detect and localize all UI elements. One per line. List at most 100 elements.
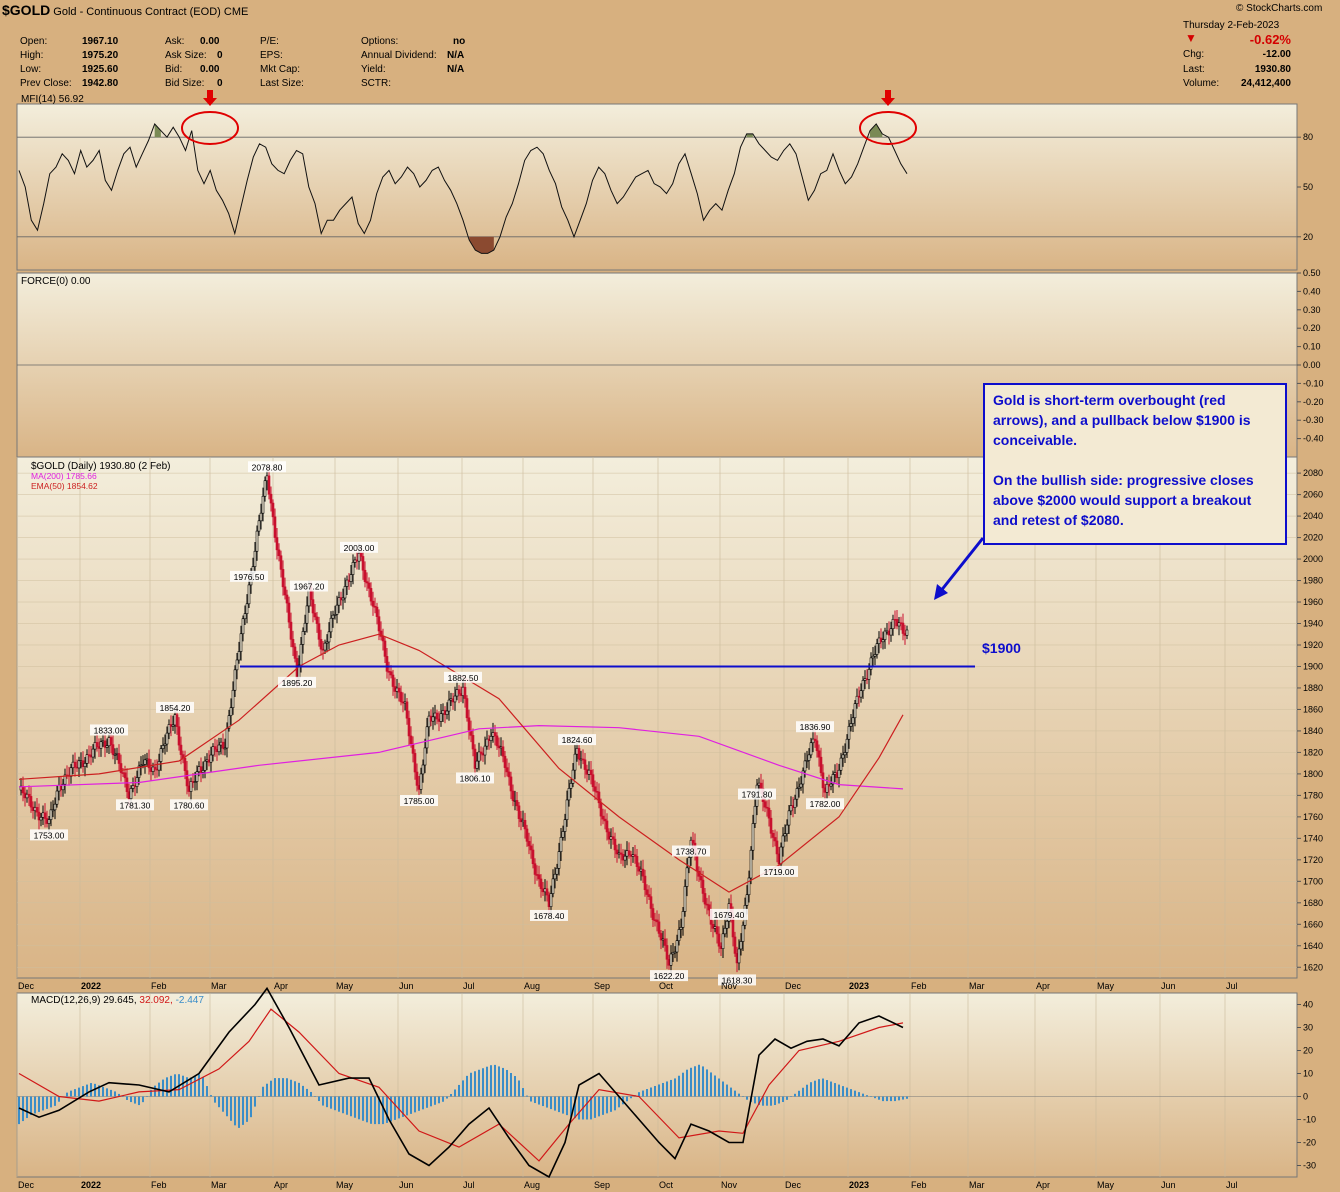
macd-histogram-bar xyxy=(430,1096,432,1107)
eps-label: EPS: xyxy=(260,50,283,61)
price-x-label: Apr xyxy=(1036,981,1050,991)
candle-body xyxy=(243,613,247,620)
candle-body xyxy=(305,605,309,624)
candle-body xyxy=(565,799,569,821)
macd-histogram-bar xyxy=(282,1078,284,1097)
macd-x-label: Nov xyxy=(721,1180,738,1190)
mfi-axis-tick-label: 20 xyxy=(1303,232,1313,242)
candle-body xyxy=(101,740,105,743)
candle-body xyxy=(35,807,39,813)
panels: 20 50 80 0.50 0.40 0.30 0.20 0.10 0.00 -0.10 -0.20… xyxy=(16,103,1324,1178)
candle-body xyxy=(105,745,109,748)
candle-body xyxy=(545,888,549,896)
candle-body xyxy=(263,480,267,497)
bid-value: 0.00 xyxy=(200,64,220,75)
force-axis-tick-label: 0.40 xyxy=(1303,286,1321,296)
candle-body xyxy=(195,771,199,782)
macd-histogram-bar xyxy=(266,1083,268,1097)
candle-body xyxy=(419,773,423,790)
candle-body xyxy=(193,781,197,783)
macd-histogram-bar xyxy=(514,1076,516,1097)
candle-body xyxy=(267,475,271,495)
macd-axis-tick-label: 40 xyxy=(1303,1000,1313,1010)
price-axis-tick-label: 1680 xyxy=(1303,898,1323,908)
price-x-label: Aug xyxy=(524,981,540,991)
candle-body xyxy=(257,520,261,532)
price-label-bg xyxy=(90,724,128,736)
price-x-label: Mar xyxy=(969,981,985,991)
candle-body xyxy=(373,605,377,608)
candle-body xyxy=(155,768,159,771)
price-label-bg xyxy=(278,676,316,688)
macd-histogram-bar xyxy=(202,1076,204,1097)
macd-histogram-bar xyxy=(538,1096,540,1105)
candle-body xyxy=(215,748,219,753)
price-label: 1854.20 xyxy=(160,703,191,713)
candle-body xyxy=(619,852,623,855)
candle-body xyxy=(571,769,575,784)
macd-x-label: Oct xyxy=(659,1180,674,1190)
candle-body xyxy=(301,631,305,645)
candle-body xyxy=(247,584,251,605)
price-x-label: Jun xyxy=(399,981,414,991)
macd-histogram-bar xyxy=(306,1088,308,1097)
price-x-label: Feb xyxy=(911,981,927,991)
candle-body xyxy=(531,849,535,865)
macd-histogram-bar xyxy=(534,1096,536,1104)
macd-histogram-bar xyxy=(426,1096,428,1108)
candle-body xyxy=(681,911,685,928)
high-label: High: xyxy=(20,50,44,61)
candle-body xyxy=(527,841,531,847)
candle-body xyxy=(809,742,813,756)
macd-x-label: 2022 xyxy=(81,1180,101,1190)
candle-body xyxy=(291,639,295,648)
candle-body xyxy=(747,877,751,896)
candle-body xyxy=(677,929,681,941)
macd-histogram-bar xyxy=(734,1090,736,1097)
price-axis-tick-label: 1760 xyxy=(1303,812,1323,822)
candle-body xyxy=(281,569,285,588)
macd-histogram-bar xyxy=(526,1095,528,1097)
candle-body xyxy=(635,856,639,867)
candle-body xyxy=(649,896,653,909)
macd-histogram-bar xyxy=(766,1096,768,1106)
volume-label: Volume: xyxy=(1183,78,1220,89)
candle-body xyxy=(351,562,355,575)
price-label: 1753.00 xyxy=(34,830,65,840)
candle-body xyxy=(169,724,173,727)
candle-body xyxy=(317,623,321,640)
macd-histogram-bar xyxy=(614,1096,616,1111)
candle-body xyxy=(53,803,57,811)
macd-histogram-bar xyxy=(498,1066,500,1097)
candle-body xyxy=(103,740,107,748)
macd-histogram-bar xyxy=(742,1096,744,1097)
chg-value: -12.00 xyxy=(1262,49,1291,60)
macd-histogram-bar xyxy=(350,1096,352,1117)
candle-body xyxy=(331,614,335,619)
candle-body xyxy=(203,760,207,771)
macd-histogram-bar xyxy=(110,1089,112,1097)
candle-body xyxy=(131,785,135,789)
ma200-line xyxy=(18,724,904,790)
candle-body xyxy=(405,701,409,719)
candle-body xyxy=(261,495,265,514)
candle-body xyxy=(869,657,873,670)
candle-body xyxy=(397,687,401,693)
macd-histogram-bar xyxy=(590,1096,592,1120)
candle-body xyxy=(337,597,341,606)
candle-body xyxy=(313,612,317,618)
macd-histogram-bar xyxy=(542,1096,544,1107)
annotation-note: Gold is short-term overbought (red arrow… xyxy=(983,383,1287,545)
candle-body xyxy=(183,757,187,771)
candle-body xyxy=(479,751,483,754)
candle-body xyxy=(767,807,771,819)
candle-body xyxy=(843,752,847,756)
price-x-label: 2023 xyxy=(849,981,869,991)
force-axis-tick-label: -0.20 xyxy=(1303,397,1324,407)
candle-body xyxy=(409,735,413,745)
candle-body xyxy=(509,776,513,792)
macd-histogram-bar xyxy=(810,1082,812,1097)
macd-histogram-bar xyxy=(562,1096,564,1114)
candle-body xyxy=(231,689,235,709)
candle-body xyxy=(861,680,865,691)
